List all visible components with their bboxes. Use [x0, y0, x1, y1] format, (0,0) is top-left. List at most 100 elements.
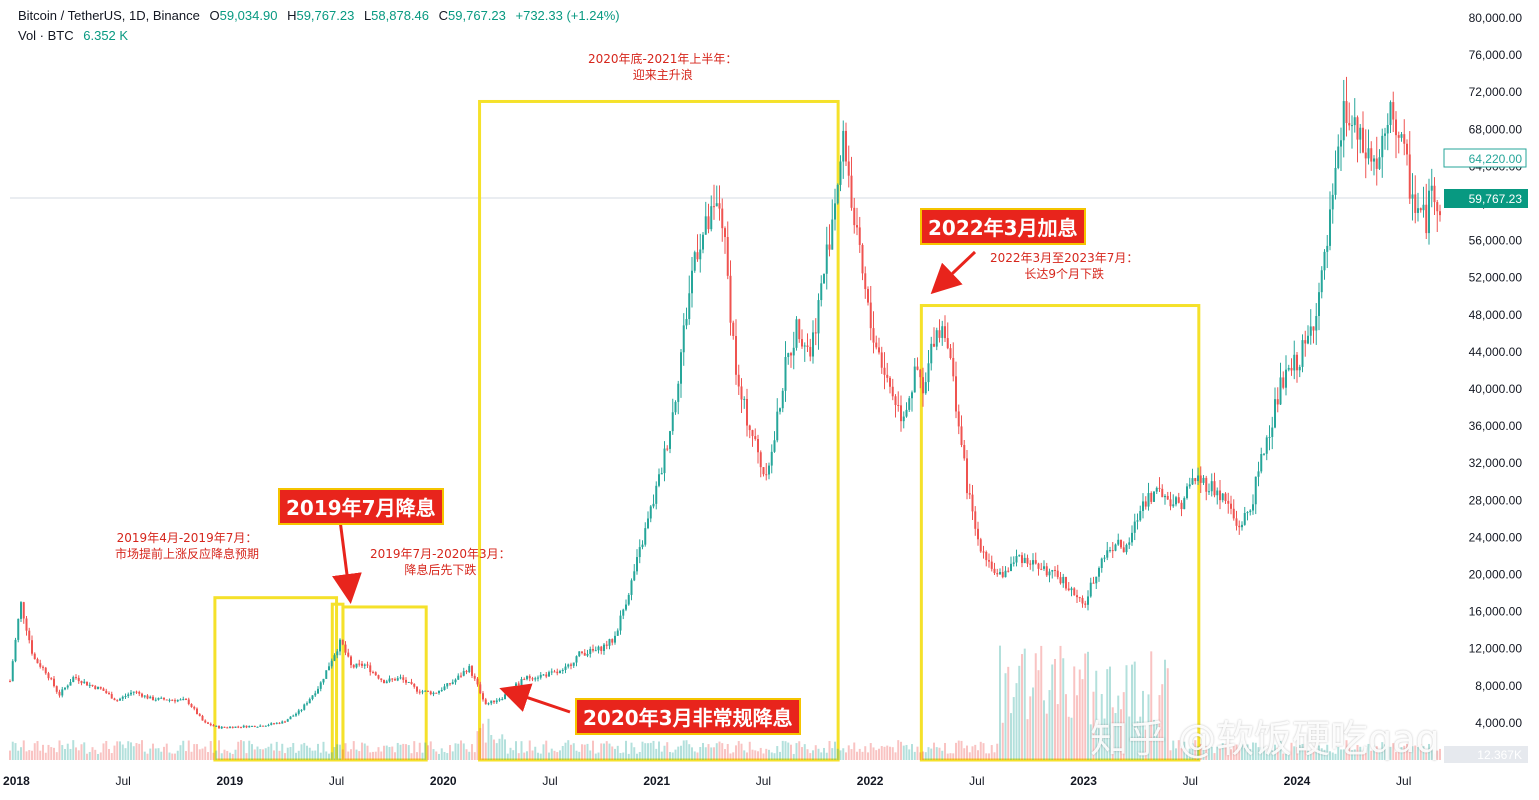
price-candle [86, 681, 88, 686]
price-candle [391, 678, 394, 680]
volume-bar [974, 744, 977, 760]
volume-bar [1175, 748, 1177, 760]
price-candle [418, 691, 421, 693]
volume-bar [1034, 653, 1037, 760]
volume-bar [1252, 742, 1254, 760]
price-candle [1073, 588, 1076, 596]
volume-bar [924, 752, 927, 760]
price-candle [867, 289, 869, 303]
price-candle [528, 676, 531, 679]
volume-bar [75, 747, 77, 760]
price-candle [1367, 148, 1370, 159]
volume-bar [1254, 742, 1257, 760]
price-candle [671, 412, 674, 432]
price-candle [842, 130, 845, 162]
price-candle [1136, 520, 1139, 522]
volume-bar [1224, 744, 1227, 760]
price-candle [707, 216, 710, 230]
price-candle [946, 338, 949, 349]
price-candle [977, 528, 979, 540]
price-candle [66, 685, 69, 688]
y-axis: 80,000.0076,000.0072,000.0068,000.0064,0… [1469, 11, 1523, 730]
price-candle [897, 404, 900, 406]
price-candle [234, 726, 237, 728]
price-candle [674, 401, 677, 413]
annotation-note-2020: 2020年底-2021年上半年： 迎来主升浪 [588, 52, 738, 82]
volume-bar [597, 752, 600, 760]
volume-bar [385, 745, 388, 760]
price-candle [108, 693, 110, 695]
price-candle [1122, 547, 1125, 553]
price-candle [526, 676, 528, 680]
price-candle [369, 665, 372, 673]
volume-bar [787, 742, 790, 760]
price-candle [1084, 603, 1087, 605]
price-candle [1117, 539, 1120, 545]
price-candle [611, 639, 614, 643]
price-candle [383, 679, 385, 684]
volume-bar [550, 748, 553, 760]
volume-bar [108, 748, 110, 760]
price-candle [696, 252, 699, 260]
x-tick-label: 2018 [3, 774, 30, 788]
price-candle [347, 652, 350, 657]
y-tick-label: 52,000.00 [1469, 271, 1523, 285]
volume-bar [608, 743, 611, 760]
volume-bar [124, 748, 127, 760]
price-candle [53, 678, 55, 687]
price-candle [1279, 377, 1282, 405]
price-candle [501, 698, 504, 700]
price-candle [1285, 369, 1287, 388]
volume-bar [201, 748, 204, 760]
volume-bar [619, 753, 622, 760]
volume-bar [1417, 747, 1419, 760]
volume-bar [262, 749, 264, 760]
price-candle [746, 398, 748, 426]
volume-bar [303, 742, 306, 760]
annotation-cut-2020: 2020年3月非常规降息 [575, 698, 801, 735]
price-candle [718, 203, 721, 209]
volume-bar [187, 740, 190, 760]
highlight-box [213, 596, 339, 762]
price-candle [773, 440, 776, 452]
price-candle [765, 474, 768, 476]
volume-bar [1282, 753, 1285, 760]
volume-bar [960, 740, 963, 760]
volume-bar [352, 741, 355, 760]
volume-bar [1216, 746, 1219, 760]
volume-bar [1161, 684, 1164, 760]
volume-bar [1103, 718, 1106, 760]
price-candle [781, 390, 784, 409]
volume-bar [537, 752, 539, 760]
price-tags: 64,220.00 59,767.23 12.367K [1443, 148, 1528, 763]
volume-bar [691, 747, 693, 760]
price-candle [1419, 208, 1422, 211]
price-candle [944, 326, 946, 339]
volume-bar [1142, 690, 1144, 760]
volume-bar [476, 731, 479, 760]
price-candle [875, 342, 878, 348]
volume-bar [1169, 750, 1172, 760]
volume-bar [798, 741, 801, 760]
price-candle [69, 682, 72, 686]
volume-bar [836, 748, 839, 760]
volume-bar [292, 742, 295, 760]
volume-bar [949, 753, 952, 760]
y-tick-label: 80,000.00 [1469, 11, 1523, 25]
price-candle [1202, 477, 1205, 483]
price-candle [963, 444, 966, 459]
price-candle [429, 691, 432, 695]
volume-bar [776, 746, 779, 760]
price-candle [625, 604, 627, 610]
price-candle [1194, 478, 1197, 482]
price-candle [622, 609, 625, 616]
volume-bar [548, 752, 550, 760]
price-candle [559, 671, 561, 674]
volume-bar [1109, 666, 1111, 760]
price-candle [179, 699, 182, 701]
annotation-arrows [332, 250, 977, 714]
price-candle [196, 708, 198, 715]
volume-bar [460, 740, 462, 760]
price-candle [242, 725, 245, 728]
